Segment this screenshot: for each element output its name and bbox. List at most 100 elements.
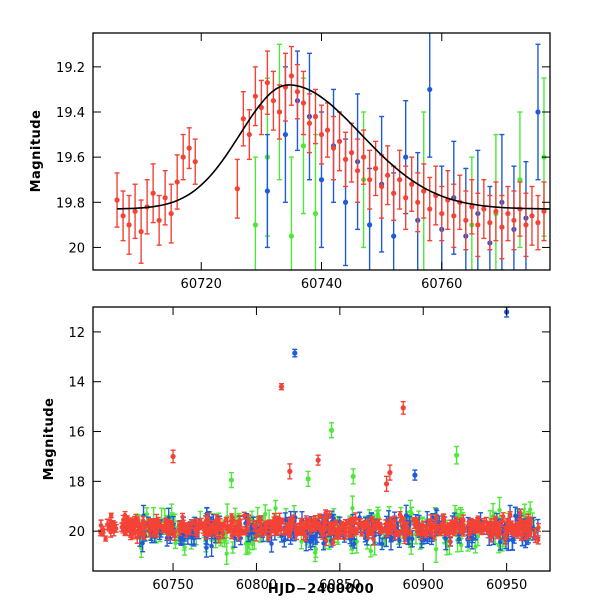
data-marker	[352, 541, 357, 547]
red-point	[475, 192, 481, 258]
data-marker	[433, 547, 439, 552]
red-point	[276, 84, 283, 140]
data-marker	[360, 154, 367, 160]
red-point	[146, 518, 152, 529]
data-marker	[456, 536, 462, 542]
data-marker	[523, 222, 529, 228]
data-marker	[192, 159, 198, 165]
data-marker	[368, 548, 374, 554]
data-marker	[318, 177, 325, 183]
data-marker	[481, 206, 487, 212]
blue-point	[351, 538, 357, 549]
blue-point	[456, 534, 462, 544]
y-tick-label: 19.2	[56, 61, 85, 76]
data-marker	[288, 233, 295, 239]
data-marker	[388, 537, 394, 542]
data-marker	[199, 523, 205, 529]
data-marker	[391, 190, 397, 196]
red-point	[397, 149, 403, 210]
zoom-panel-data	[114, 33, 550, 270]
red-point	[224, 523, 230, 530]
red-point	[150, 163, 156, 224]
data-marker	[367, 222, 373, 228]
data-marker	[308, 537, 313, 542]
data-marker	[517, 177, 523, 183]
red-point	[414, 527, 420, 537]
red-point	[208, 522, 214, 530]
red-point	[336, 529, 342, 539]
data-marker	[447, 539, 453, 544]
data-marker	[112, 522, 118, 528]
data-marker	[330, 539, 336, 545]
red-point	[481, 179, 487, 240]
model-curve	[117, 84, 550, 210]
data-marker	[217, 526, 222, 532]
data-marker	[224, 524, 230, 529]
green-point	[224, 542, 230, 565]
data-marker	[126, 222, 132, 228]
red-point	[330, 115, 337, 181]
red-point	[529, 185, 535, 246]
red-point	[352, 519, 358, 526]
data-marker	[236, 532, 242, 537]
data-marker	[245, 526, 250, 531]
data-marker	[427, 86, 433, 93]
red-point	[471, 522, 477, 534]
data-marker	[415, 199, 421, 205]
green-point	[288, 156, 295, 270]
data-marker	[391, 233, 397, 239]
zoom-panel-ylabel: Magnitude	[29, 110, 44, 193]
red-point	[258, 79, 264, 136]
red-point	[396, 529, 402, 537]
data-marker	[517, 520, 523, 525]
red-point	[228, 519, 234, 531]
red-point	[342, 131, 349, 188]
red-point	[246, 109, 252, 161]
data-marker	[529, 213, 535, 219]
data-marker	[369, 529, 375, 534]
red-point	[517, 508, 523, 518]
data-marker	[132, 208, 138, 214]
data-marker	[304, 518, 309, 524]
data-marker	[445, 523, 451, 528]
data-marker	[273, 506, 278, 511]
data-marker	[138, 229, 144, 235]
data-marker	[282, 538, 287, 543]
data-marker	[466, 531, 472, 537]
data-marker	[471, 525, 476, 531]
red-point	[480, 524, 486, 534]
red-point	[354, 138, 361, 203]
red-point	[362, 524, 368, 530]
data-marker	[475, 534, 481, 539]
data-marker	[168, 210, 174, 217]
y-tick-label: 19.6	[56, 151, 85, 166]
y-tick-label: 20	[68, 241, 85, 256]
red-point	[369, 516, 375, 523]
data-marker	[282, 131, 289, 138]
data-marker	[421, 188, 427, 194]
data-marker	[403, 154, 409, 160]
red-point	[460, 514, 466, 526]
red-point	[168, 183, 174, 244]
data-marker	[240, 116, 246, 122]
red-point	[156, 194, 162, 246]
red-point	[367, 149, 373, 210]
data-marker	[208, 524, 213, 529]
data-marker	[487, 220, 493, 226]
red-point	[428, 525, 434, 533]
red-point	[427, 176, 433, 242]
red-point	[294, 63, 301, 120]
data-marker	[498, 539, 503, 545]
data-marker	[186, 145, 192, 151]
red-point	[114, 172, 120, 228]
data-marker	[405, 535, 411, 541]
blue-point	[264, 133, 270, 249]
data-marker	[173, 540, 178, 546]
data-marker	[434, 515, 439, 521]
data-marker	[342, 199, 349, 205]
data-marker	[532, 531, 537, 536]
data-marker	[363, 524, 368, 529]
data-marker	[250, 541, 255, 547]
red-point	[140, 515, 146, 526]
